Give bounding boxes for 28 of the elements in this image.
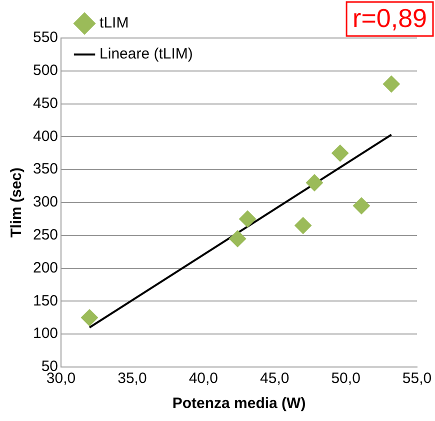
point: [229, 230, 246, 248]
y-tick-label: 250: [32, 226, 58, 244]
x-tick-label: 45,0: [260, 370, 290, 388]
y-axis-title: Tlim (sec): [8, 167, 26, 238]
x-axis-title: Potenza media (W): [172, 395, 306, 412]
x-tick-label: 55,0: [402, 370, 432, 388]
y-tick-label: 350: [32, 160, 58, 178]
point: [294, 217, 312, 234]
x-tick-label: 40,0: [188, 370, 218, 388]
legend-label: Lineare (tLIM): [100, 46, 193, 63]
point: [332, 144, 349, 162]
point: [81, 309, 98, 326]
point: [306, 174, 323, 192]
legend-label: tLIM: [100, 14, 129, 32]
text: r=0,89: [352, 3, 428, 34]
y-tick-label: 500: [32, 62, 58, 80]
y-tick-label: 150: [32, 292, 58, 310]
point: [239, 210, 256, 228]
y-tick-label: 100: [32, 325, 58, 342]
point: [352, 197, 370, 214]
x-tick-label: 35,0: [118, 370, 147, 388]
y-tick-label: 300: [32, 194, 58, 211]
y-tick-label: 200: [32, 259, 58, 276]
y-tick-label: 450: [32, 94, 58, 112]
point: [382, 76, 400, 93]
y-tick-label: 550: [32, 29, 58, 46]
x-tick-label: 50,0: [331, 370, 360, 388]
y-tick-label: 400: [32, 128, 58, 145]
